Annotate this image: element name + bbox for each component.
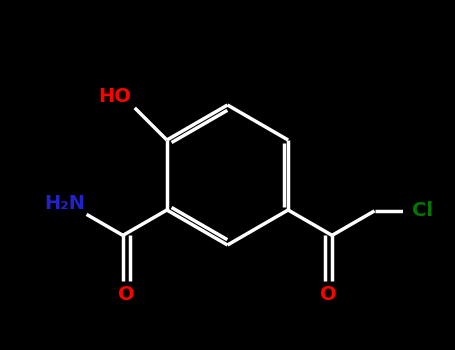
Text: H₂N: H₂N [44, 194, 85, 212]
Text: O: O [118, 285, 135, 304]
Text: HO: HO [98, 87, 131, 106]
Text: Cl: Cl [412, 201, 433, 220]
Text: O: O [320, 285, 337, 304]
